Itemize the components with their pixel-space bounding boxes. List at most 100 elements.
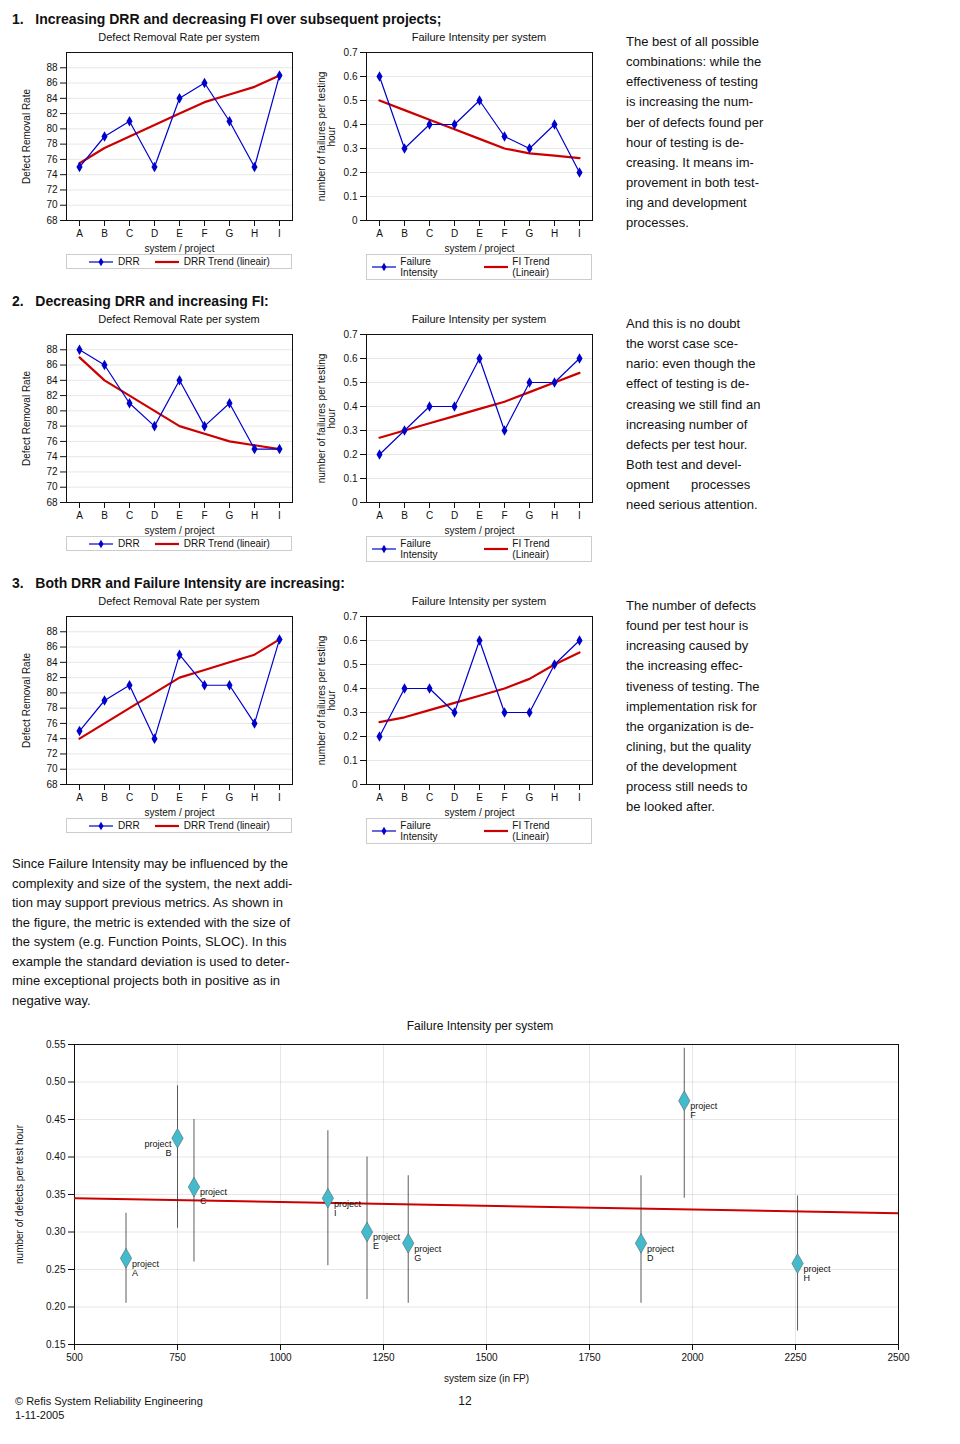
svg-text:68: 68: [46, 497, 58, 508]
svg-text:C: C: [126, 510, 133, 521]
svg-text:82: 82: [46, 390, 58, 401]
svg-text:C: C: [426, 792, 433, 803]
svg-text:0.7: 0.7: [344, 47, 358, 58]
svg-text:Defect Removal Rate: Defect Removal Rate: [21, 371, 32, 466]
svg-text:projectA: projectA: [132, 1259, 160, 1278]
svg-text:G: G: [526, 792, 534, 803]
svg-text:H: H: [551, 510, 558, 521]
svg-text:projectI: projectI: [334, 1199, 362, 1218]
svg-text:B: B: [401, 792, 408, 803]
svg-text:82: 82: [46, 672, 58, 683]
svg-text:I: I: [578, 510, 581, 521]
svg-text:0.6: 0.6: [344, 635, 358, 646]
svg-text:70: 70: [46, 481, 58, 492]
svg-text:A: A: [376, 510, 383, 521]
svg-text:B: B: [101, 510, 108, 521]
svg-text:G: G: [226, 792, 234, 803]
svg-text:I: I: [278, 792, 281, 803]
svg-text:projectD: projectD: [647, 1244, 675, 1263]
svg-text:system size (in FP): system size (in FP): [444, 1373, 529, 1384]
svg-text:0.5: 0.5: [344, 377, 358, 388]
svg-text:projectB: projectB: [144, 1139, 172, 1158]
svg-text:750: 750: [169, 1352, 186, 1363]
svg-text:0: 0: [352, 215, 358, 226]
svg-text:system / project: system / project: [444, 525, 514, 536]
svg-text:A: A: [76, 510, 83, 521]
svg-text:74: 74: [46, 451, 58, 462]
svg-text:78: 78: [46, 420, 58, 431]
svg-text:0.4: 0.4: [344, 119, 358, 130]
svg-text:I: I: [578, 228, 581, 239]
svg-text:A: A: [376, 792, 383, 803]
svg-text:84: 84: [46, 93, 58, 104]
svg-text:D: D: [151, 228, 158, 239]
svg-text:I: I: [278, 228, 281, 239]
svg-text:2000: 2000: [681, 1352, 704, 1363]
svg-text:C: C: [426, 228, 433, 239]
svg-text:76: 76: [46, 718, 58, 729]
svg-text:A: A: [76, 792, 83, 803]
svg-text:projectG: projectG: [414, 1244, 442, 1263]
svg-text:86: 86: [46, 359, 58, 370]
svg-text:F: F: [201, 792, 207, 803]
svg-text:number of failures per testing: number of failures per testinghour: [316, 72, 337, 202]
svg-text:E: E: [176, 228, 183, 239]
svg-text:74: 74: [46, 169, 58, 180]
svg-text:500: 500: [66, 1352, 83, 1363]
svg-text:0.3: 0.3: [344, 425, 358, 436]
svg-text:H: H: [251, 510, 258, 521]
svg-text:C: C: [426, 510, 433, 521]
svg-text:80: 80: [46, 405, 58, 416]
svg-text:system / project: system / project: [144, 807, 214, 818]
svg-text:2250: 2250: [784, 1352, 807, 1363]
svg-text:0.2: 0.2: [344, 449, 358, 460]
svg-text:0.6: 0.6: [344, 71, 358, 82]
svg-text:F: F: [201, 228, 207, 239]
svg-text:0.4: 0.4: [344, 401, 358, 412]
svg-text:74: 74: [46, 733, 58, 744]
svg-text:A: A: [376, 228, 383, 239]
svg-text:0.1: 0.1: [344, 473, 358, 484]
svg-text:0.35: 0.35: [46, 1189, 66, 1200]
svg-text:0.5: 0.5: [344, 95, 358, 106]
svg-text:76: 76: [46, 436, 58, 447]
svg-text:0.45: 0.45: [46, 1114, 66, 1125]
svg-text:system / project: system / project: [444, 243, 514, 254]
svg-text:72: 72: [46, 748, 58, 759]
svg-text:0.7: 0.7: [344, 329, 358, 340]
svg-text:projectH: projectH: [804, 1264, 832, 1283]
svg-text:84: 84: [46, 375, 58, 386]
svg-text:0.1: 0.1: [344, 191, 358, 202]
svg-text:84: 84: [46, 657, 58, 668]
svg-text:projectC: projectC: [200, 1187, 228, 1206]
svg-text:0.7: 0.7: [344, 611, 358, 622]
svg-text:I: I: [578, 792, 581, 803]
svg-text:I: I: [278, 510, 281, 521]
svg-text:projectE: projectE: [373, 1232, 401, 1251]
svg-text:F: F: [201, 510, 207, 521]
svg-text:F: F: [501, 228, 507, 239]
svg-text:0.55: 0.55: [46, 1039, 66, 1050]
svg-text:E: E: [476, 510, 483, 521]
svg-text:1000: 1000: [269, 1352, 292, 1363]
svg-text:0.50: 0.50: [46, 1076, 66, 1087]
svg-text:H: H: [551, 792, 558, 803]
svg-text:B: B: [401, 510, 408, 521]
svg-text:68: 68: [46, 779, 58, 790]
svg-text:0.3: 0.3: [344, 143, 358, 154]
svg-text:E: E: [476, 792, 483, 803]
svg-text:E: E: [476, 228, 483, 239]
svg-text:D: D: [451, 510, 458, 521]
svg-text:H: H: [551, 228, 558, 239]
svg-text:88: 88: [46, 344, 58, 355]
svg-text:B: B: [401, 228, 408, 239]
svg-text:0.6: 0.6: [344, 353, 358, 364]
svg-text:H: H: [251, 228, 258, 239]
svg-text:72: 72: [46, 466, 58, 477]
svg-text:D: D: [451, 228, 458, 239]
svg-text:1500: 1500: [475, 1352, 498, 1363]
svg-text:G: G: [226, 510, 234, 521]
svg-text:86: 86: [46, 641, 58, 652]
svg-text:A: A: [76, 228, 83, 239]
svg-text:86: 86: [46, 77, 58, 88]
